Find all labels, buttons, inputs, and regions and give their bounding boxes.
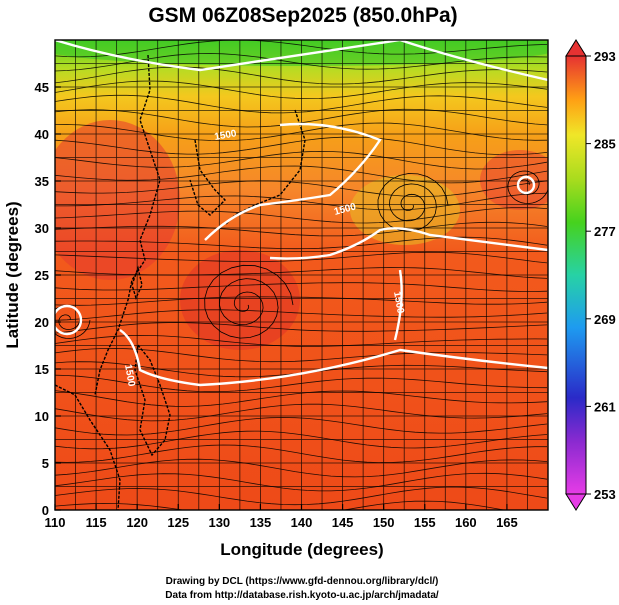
credit-line-1: Drawing by DCL (https://www.gfd-dennou.o… [166, 576, 439, 587]
streamline [55, 236, 548, 250]
x-tick-label: 145 [332, 515, 354, 530]
lat-lon-grid [55, 40, 548, 510]
contour-ring-east [516, 175, 536, 195]
streamline [204, 264, 294, 339]
contour-south [119, 329, 548, 387]
streamline [55, 221, 548, 237]
x-tick-label: 160 [455, 515, 477, 530]
coastline-japan [224, 109, 306, 226]
y-tick-label: 15 [35, 362, 49, 377]
streamline [55, 282, 548, 292]
y-tick-label: 30 [35, 221, 49, 236]
colorbar-ticks: 253 261 269 277 285 293 [586, 49, 616, 502]
streamline [55, 296, 548, 306]
streamline [55, 136, 548, 156]
x-tick-label: 165 [496, 515, 518, 530]
colorbar-bottom-arrow [565, 493, 587, 511]
coastline-asia [94, 54, 161, 396]
contour-label: 1500 [214, 128, 238, 143]
height-contours [55, 40, 548, 387]
contour-north [55, 40, 548, 82]
x-tick-label: 120 [126, 515, 148, 530]
streamline [55, 251, 548, 264]
green-region-north [55, 40, 548, 66]
contour-mid [204, 122, 382, 241]
y-tick-label: 10 [35, 409, 49, 424]
streamline [55, 472, 548, 492]
streamline [55, 374, 548, 393]
streamline [55, 322, 548, 334]
x-tick-label: 150 [373, 515, 395, 530]
x-tick-label: 125 [167, 515, 189, 530]
streamline [55, 66, 548, 85]
x-axis-label: Longitude (degrees) [220, 540, 383, 559]
streamline [55, 94, 548, 114]
streamline [55, 150, 548, 170]
y-tick-label: 25 [35, 268, 49, 283]
streamline [55, 444, 547, 464]
streamline [55, 403, 548, 422]
plot-area: 1500 1500 1500 1500 [55, 40, 548, 510]
colorbar-tick-label: 293 [594, 49, 616, 64]
streamline [377, 173, 449, 232]
y-tick-label: 35 [35, 174, 49, 189]
y-tick-label: 20 [35, 315, 49, 330]
y-tick-label: 5 [42, 456, 49, 471]
streamline [55, 180, 548, 197]
y-axis-ticks: 0 5 10 15 20 25 30 35 40 45 [35, 80, 61, 518]
colorbar-tick-label: 253 [594, 487, 616, 502]
coastline-philippines [134, 343, 171, 457]
streamline [55, 108, 548, 128]
y-tick-label: 0 [42, 503, 49, 518]
coastline-indochina [55, 384, 121, 510]
contour-label: 1500 [122, 364, 137, 388]
y-tick-label: 45 [35, 80, 49, 95]
colorbar: 253 261 269 277 285 293 [565, 39, 616, 511]
colorbar-tick-label: 285 [594, 137, 616, 152]
contour-main [269, 227, 548, 260]
warm-region-west [55, 120, 180, 280]
colorbar-tick-label: 269 [594, 312, 616, 327]
streamline [55, 309, 548, 321]
map-title: GSM 06Z08Sep2025 (850.0hPa) [148, 4, 457, 27]
colorbar-scale [565, 55, 587, 495]
coastline-korea [189, 139, 226, 216]
contour-east-arm [393, 269, 403, 341]
x-axis-ticks: 110 115 120 125 130 135 140 145 150 155 160 165 [45, 504, 518, 530]
streamline [55, 80, 548, 100]
contour-ring-west [55, 304, 83, 336]
coastline-taiwan [131, 265, 143, 300]
contour-label: 1500 [391, 291, 406, 315]
streamline [55, 40, 548, 58]
colorbar-top-arrow [565, 39, 587, 57]
streamline [55, 207, 548, 224]
credit-line-2: Data from http://database.rish.kyoto-u.a… [165, 590, 439, 601]
x-tick-label: 135 [250, 515, 272, 530]
x-tick-label: 140 [291, 515, 313, 530]
colorbar-tick-label: 261 [594, 399, 616, 414]
y-axis-label: Latitude (degrees) [3, 201, 22, 348]
x-tick-label: 115 [86, 515, 107, 530]
x-tick-label: 130 [208, 515, 230, 530]
x-tick-label: 155 [414, 515, 436, 530]
streamline [507, 170, 548, 204]
contour-labels: 1500 1500 1500 1500 [122, 128, 406, 388]
streamline [55, 267, 548, 279]
streamline [55, 430, 548, 450]
streamline [55, 122, 548, 142]
streamline [55, 390, 548, 407]
coastlines [55, 54, 306, 510]
colorbar-tick-label: 277 [594, 224, 616, 239]
x-tick-label: 110 [45, 515, 66, 530]
streamline [55, 165, 548, 184]
streamline [55, 192, 548, 211]
streamline [55, 417, 548, 436]
y-tick-label: 40 [35, 127, 49, 142]
streamline [55, 347, 548, 363]
streamline [55, 334, 548, 347]
streamline [55, 458, 548, 478]
